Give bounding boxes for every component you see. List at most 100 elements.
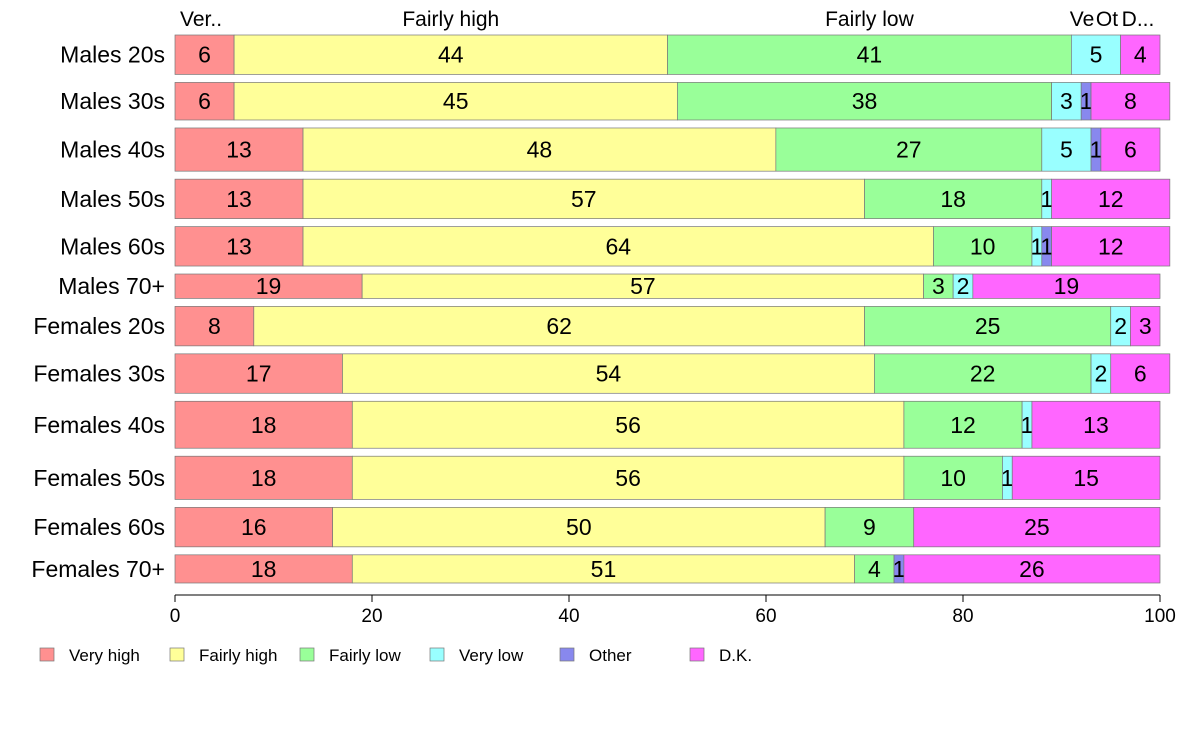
data-label: 5 <box>1090 42 1103 68</box>
data-label: 12 <box>950 412 976 438</box>
bar-segment <box>913 507 1161 548</box>
bar-segment <box>1041 127 1092 172</box>
bar-segment <box>332 507 826 548</box>
bar-segment <box>903 400 1023 449</box>
data-label: 10 <box>940 465 966 491</box>
data-label: 13 <box>226 233 252 259</box>
data-label: 25 <box>1024 514 1050 540</box>
legend-label: Very high <box>69 646 140 665</box>
data-label: 18 <box>251 556 277 582</box>
bar-segment <box>174 127 304 172</box>
data-label: 18 <box>940 186 966 212</box>
data-label: 3 <box>932 273 945 299</box>
bar-segment <box>903 554 1161 584</box>
top-series-label: D... <box>1122 8 1155 31</box>
bar-segment <box>854 554 895 584</box>
data-label: 38 <box>852 88 878 114</box>
data-label: 57 <box>630 273 656 299</box>
bar-segment <box>1100 127 1161 172</box>
legend-label: Fairly low <box>329 646 402 665</box>
data-label: 2 <box>957 273 970 299</box>
bar-segment <box>174 353 343 394</box>
x-tick-label: 80 <box>952 606 973 627</box>
top-series-label: Ot <box>1096 8 1118 31</box>
data-label: 8 <box>1124 88 1137 114</box>
data-label: 13 <box>226 137 252 163</box>
bar-segment <box>361 273 924 299</box>
bar-segment <box>676 82 1052 121</box>
bar-segment <box>351 554 855 584</box>
data-label: 27 <box>896 137 922 163</box>
bar-segment <box>174 178 304 219</box>
bar-segment <box>302 127 777 172</box>
category-label: Females 30s <box>33 361 165 387</box>
bar-segment <box>302 178 865 219</box>
category-label: Females 50s <box>33 465 165 491</box>
bar-segment <box>923 273 954 299</box>
bar-segment <box>1120 34 1161 75</box>
data-label: 26 <box>1019 556 1045 582</box>
data-label: 8 <box>208 313 221 339</box>
bar-segment <box>174 455 353 500</box>
legend-label: D.K. <box>719 646 752 665</box>
bar-segment <box>873 353 1092 394</box>
data-label: 22 <box>970 361 996 387</box>
category-label: Males 70+ <box>58 273 165 299</box>
top-series-label: Ver.. <box>180 8 222 31</box>
data-label: 25 <box>975 313 1001 339</box>
data-label: 18 <box>251 465 277 491</box>
x-tick-label: 0 <box>170 606 181 627</box>
legend-swatch <box>299 647 315 662</box>
data-label: 64 <box>605 233 631 259</box>
data-label: 1 <box>893 556 906 582</box>
data-label: 9 <box>863 514 876 540</box>
data-label: 44 <box>438 42 464 68</box>
legend-swatch <box>169 647 185 662</box>
bar-segment <box>174 306 255 347</box>
category-label: Males 30s <box>60 88 165 114</box>
category-label: Females 70+ <box>31 556 165 582</box>
data-label: 6 <box>1134 361 1147 387</box>
data-label: 2 <box>1095 361 1108 387</box>
data-label: 41 <box>857 42 883 68</box>
data-label: 62 <box>546 313 572 339</box>
legend-swatch <box>689 647 705 662</box>
legend-label: Very low <box>459 646 524 665</box>
bar-segment <box>1110 353 1171 394</box>
bar-segment <box>342 353 875 394</box>
data-label: 10 <box>970 233 996 259</box>
legend-swatch <box>559 647 575 662</box>
data-label: 3 <box>1060 88 1073 114</box>
data-label: 1 <box>1021 412 1034 438</box>
bar-segment <box>1051 178 1171 219</box>
legend-swatch <box>39 647 55 662</box>
data-label: 1 <box>1001 465 1014 491</box>
bar-segment <box>233 34 668 75</box>
category-label: Males 20s <box>60 42 165 68</box>
category-label: Females 40s <box>33 412 165 438</box>
data-label: 17 <box>246 361 272 387</box>
data-label: 15 <box>1073 465 1099 491</box>
data-label: 13 <box>1083 412 1109 438</box>
data-label: 19 <box>256 273 282 299</box>
bar-segment <box>1051 82 1082 121</box>
bar-segment <box>972 273 1161 299</box>
data-label: 56 <box>615 412 641 438</box>
data-label: 57 <box>571 186 597 212</box>
data-label: 48 <box>527 137 553 163</box>
bar-segment <box>1090 82 1171 121</box>
bar-segment <box>302 226 934 267</box>
data-label: 13 <box>226 186 252 212</box>
data-label: 51 <box>591 556 617 582</box>
bar-segment <box>864 178 1043 219</box>
legend-swatch <box>429 647 445 662</box>
bar-segment <box>351 400 905 449</box>
top-series-label: Fairly low <box>825 8 915 31</box>
bar-segment <box>903 455 1003 500</box>
data-label: 4 <box>1134 42 1147 68</box>
data-label: 45 <box>443 88 469 114</box>
bar-segment <box>933 226 1033 267</box>
category-label: Females 60s <box>33 514 165 540</box>
bar-segment <box>174 507 333 548</box>
